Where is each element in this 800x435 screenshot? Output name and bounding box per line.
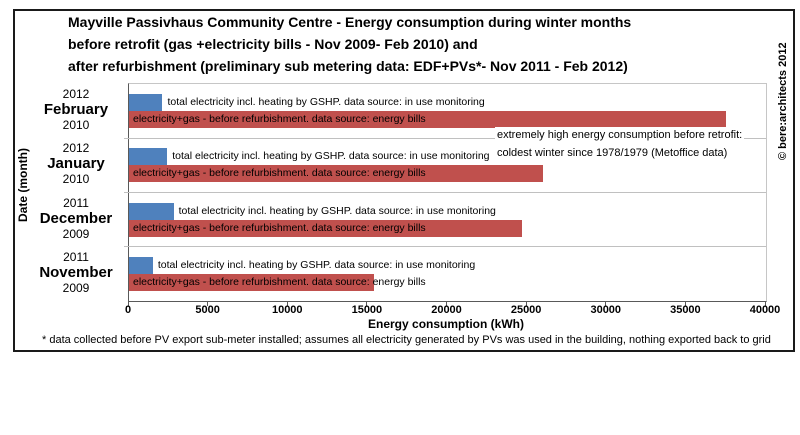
x-tick-label: 0 (124, 304, 132, 316)
x-tick-label: 15000 (351, 304, 383, 316)
x-tick-mark (525, 301, 527, 306)
category-month: November (39, 263, 113, 281)
bar-after-retrofit (129, 148, 168, 166)
x-tick-label: 10000 (271, 304, 303, 316)
category-year: 2012 (62, 87, 90, 102)
bar-label-after-retrofit: total electricity incl. heating by GSHP.… (172, 150, 490, 163)
category-month: February (43, 101, 109, 119)
chart-title-line-3: after refurbishment (preliminary sub met… (68, 58, 628, 74)
x-tick-mark (207, 301, 209, 306)
category-label: 2011 November 2009 (27, 250, 125, 295)
bar-label-after-retrofit: total electricity incl. heating by GSHP.… (178, 204, 496, 217)
x-tick-mark (366, 301, 368, 306)
bar-after-retrofit (129, 94, 163, 111)
category-label: 2012 January 2010 (27, 141, 125, 186)
bar-before-retrofit (129, 219, 523, 237)
x-tick-mark (127, 301, 129, 306)
annotation: extremely high energy consumption before… (495, 127, 745, 162)
x-tick-label: 40000 (749, 304, 781, 316)
bar-before-retrofit (129, 111, 727, 128)
footnote: * data collected before PV export sub-me… (42, 334, 771, 346)
bar-label-after-retrofit: total electricity incl. heating by GSHP.… (157, 258, 476, 271)
x-tick-mark (446, 301, 447, 306)
x-tick-label: 5000 (195, 304, 220, 316)
category-separator-line (124, 192, 766, 193)
x-tick-mark (684, 301, 686, 306)
chart-title-line-2: before retrofit (gas +electricity bills … (68, 36, 478, 52)
bar-label-before-retrofit: electricity+gas - before refurbishment. … (133, 221, 426, 234)
x-tick-label: 35000 (670, 304, 701, 316)
category-year: 2011 (63, 195, 89, 210)
bar-label-before-retrofit: electricity+gas - before refurbishment. … (133, 113, 426, 125)
annotation-line-2: coldest winter since 1978/1979 (Metoffic… (497, 146, 728, 159)
chart-title-line-1: Mayville Passivhaus Community Centre - E… (68, 14, 632, 30)
bar-label-before-retrofit: electricity+gas - before refurbishment. … (133, 275, 426, 288)
category-year: 2009 (62, 280, 90, 295)
category-label: 2012 February 2010 (27, 87, 125, 132)
category-separator-line (124, 137, 766, 139)
category-year: 2010 (62, 172, 90, 187)
x-axis-title: Energy consumption (kWh) (368, 317, 524, 331)
x-tick-label: 30000 (590, 304, 622, 316)
copyright-text: © bere:architects 2012 (777, 42, 789, 160)
category-year: 2010 (62, 118, 90, 133)
x-tick-mark (286, 301, 288, 306)
bar-after-retrofit (129, 202, 174, 220)
category-month: January (47, 155, 105, 173)
bar-label-after-retrofit: total electricity incl. heating by GSHP.… (167, 96, 485, 108)
bar-label-before-retrofit: electricity+gas - before refurbishment. … (133, 167, 426, 180)
x-tick-mark (605, 301, 607, 306)
x-tick-label: 20000 (431, 304, 462, 316)
bar-before-retrofit (129, 165, 544, 183)
category-month: December (39, 209, 113, 227)
x-tick-label: 25000 (510, 304, 542, 316)
x-tick-mark (764, 301, 766, 306)
category-year: 2009 (62, 226, 90, 241)
category-year: 2011 (63, 249, 89, 264)
category-label: 2011 December 2009 (27, 196, 125, 241)
bar-before-retrofit (129, 273, 375, 291)
category-separator-line (124, 246, 766, 248)
category-year: 2012 (62, 141, 90, 156)
bar-after-retrofit (129, 256, 153, 274)
chart-title: Mayville Passivhaus Community Centre - E… (68, 11, 768, 77)
plot-area: total electricity incl. heating by GSHP.… (124, 83, 767, 302)
annotation-line-1: extremely high energy consumption before… (497, 129, 743, 141)
